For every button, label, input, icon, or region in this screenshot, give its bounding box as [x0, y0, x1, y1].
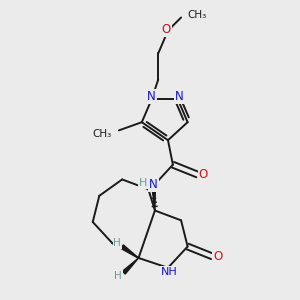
Text: H: H	[113, 238, 121, 248]
Text: O: O	[199, 168, 208, 181]
Text: NH: NH	[161, 267, 178, 277]
Polygon shape	[122, 258, 139, 274]
Text: N: N	[147, 90, 156, 103]
Polygon shape	[151, 179, 156, 211]
Text: N: N	[149, 178, 158, 191]
Text: CH₃: CH₃	[187, 10, 206, 20]
Text: O: O	[213, 250, 223, 263]
Text: O: O	[162, 23, 171, 36]
Text: H: H	[139, 178, 147, 188]
Text: CH₃: CH₃	[92, 129, 112, 139]
Polygon shape	[121, 245, 139, 258]
Text: H: H	[114, 271, 122, 281]
Text: N: N	[175, 90, 184, 103]
